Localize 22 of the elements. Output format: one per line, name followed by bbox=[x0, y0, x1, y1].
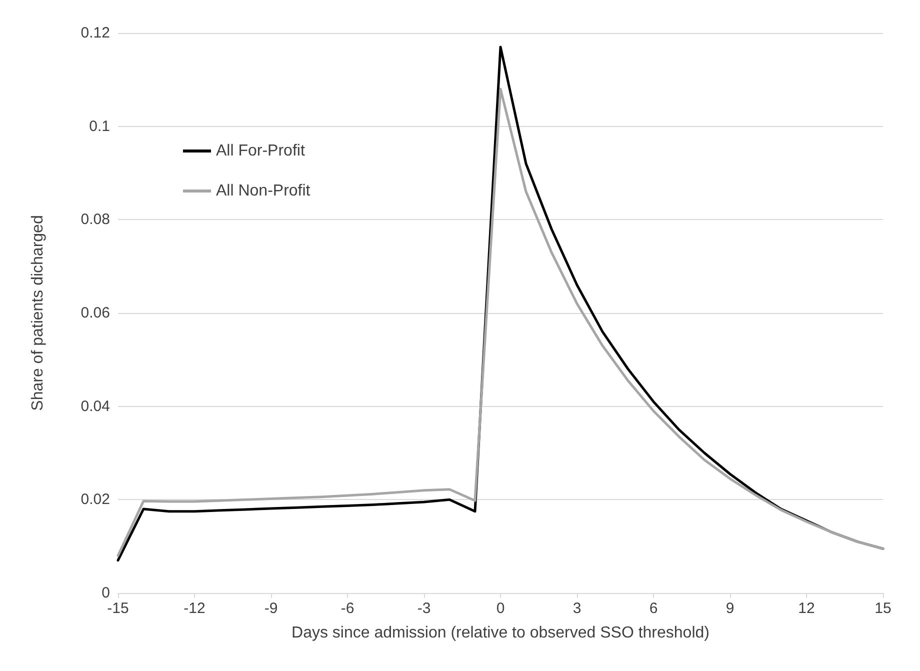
y-tick-label: 0.02 bbox=[80, 491, 110, 508]
x-axis-title: Days since admission (relative to observed SSO threshold) bbox=[292, 624, 710, 642]
legend-label: All Non-Profit bbox=[216, 182, 311, 200]
x-tick-label: -3 bbox=[417, 600, 431, 617]
x-tick-label: -15 bbox=[107, 600, 129, 617]
x-tick-label: 3 bbox=[572, 600, 582, 617]
y-tick-label: 0.08 bbox=[80, 211, 110, 228]
x-tick-label: 12 bbox=[798, 600, 815, 617]
legend-label: All For-Profit bbox=[216, 142, 306, 160]
x-tick-label: 6 bbox=[649, 600, 658, 617]
y-tick-label: 0 bbox=[102, 584, 110, 602]
y-axis-title: Share of patients dicharged bbox=[30, 215, 46, 411]
y-tick-label: 0.12 bbox=[80, 24, 110, 42]
y-tick-label: 0.1 bbox=[89, 118, 110, 135]
y-tick-label: 0.04 bbox=[80, 398, 110, 415]
x-tick-label: -12 bbox=[184, 600, 206, 617]
x-tick-label: 15 bbox=[874, 600, 892, 617]
x-tick-label: -9 bbox=[264, 600, 278, 617]
x-tick-label: 9 bbox=[726, 600, 734, 617]
x-tick-label: 0 bbox=[496, 600, 505, 617]
y-tick-label: 0.06 bbox=[80, 304, 110, 322]
x-tick-label: -6 bbox=[340, 600, 354, 617]
